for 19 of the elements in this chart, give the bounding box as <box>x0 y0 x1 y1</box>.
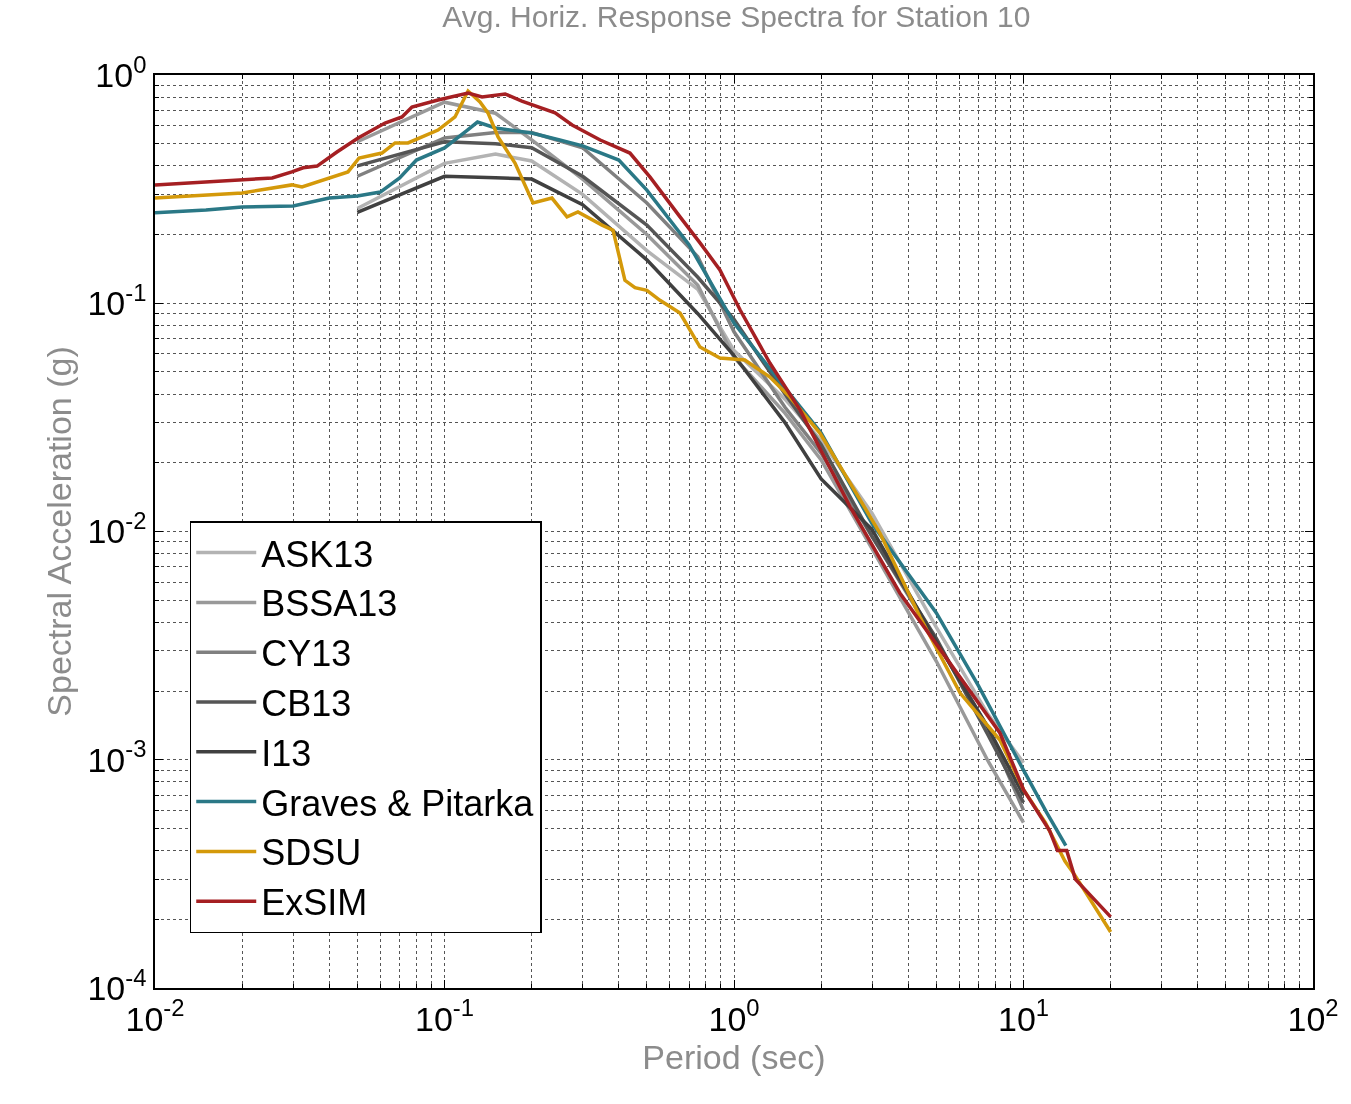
legend-label: BSSA13 <box>261 583 398 625</box>
y-tick-label: 10$^{-1}$ <box>87 278 147 323</box>
legend-label: ASK13 <box>261 533 374 575</box>
y-tick-label: 10$^{-2}$ <box>87 507 147 551</box>
legend-label: CB13 <box>261 683 352 725</box>
legend-label: I13 <box>261 732 312 774</box>
x-tick-label: 10$^{2}$ <box>1287 994 1339 1038</box>
chart-title: Avg. Horiz. Response Spectra for Station 10 <box>442 0 1031 33</box>
x-tick-label: 10$^{1}$ <box>997 994 1050 1038</box>
y-axis-title: Spectral Acceleration (g) <box>39 346 78 717</box>
x-axis-title: Period (sec) <box>642 1037 826 1076</box>
legend-label: SDSU <box>261 832 362 874</box>
legend-label: ExSIM <box>261 882 368 924</box>
legend-label: CY13 <box>261 633 352 675</box>
y-tick-label: 10$^{-3}$ <box>87 735 147 779</box>
y-tick-label: 10$^{0}$ <box>95 50 147 94</box>
x-tick-label: 10$^{-1}$ <box>415 994 474 1038</box>
legend-label: Graves & Pitarka <box>261 782 535 824</box>
x-tick-label: 10$^{0}$ <box>708 994 760 1038</box>
